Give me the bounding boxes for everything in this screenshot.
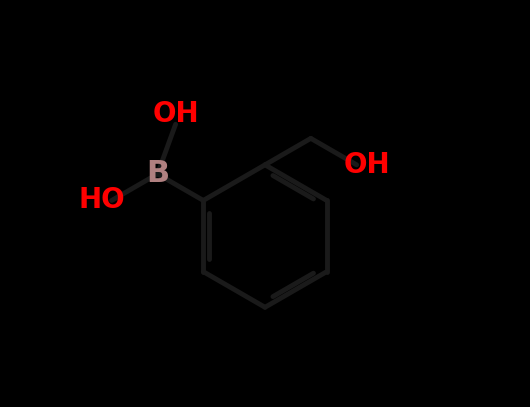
Text: OH: OH [152,100,199,128]
Text: B: B [146,160,169,188]
Text: OH: OH [343,151,390,179]
Text: HO: HO [78,186,125,214]
